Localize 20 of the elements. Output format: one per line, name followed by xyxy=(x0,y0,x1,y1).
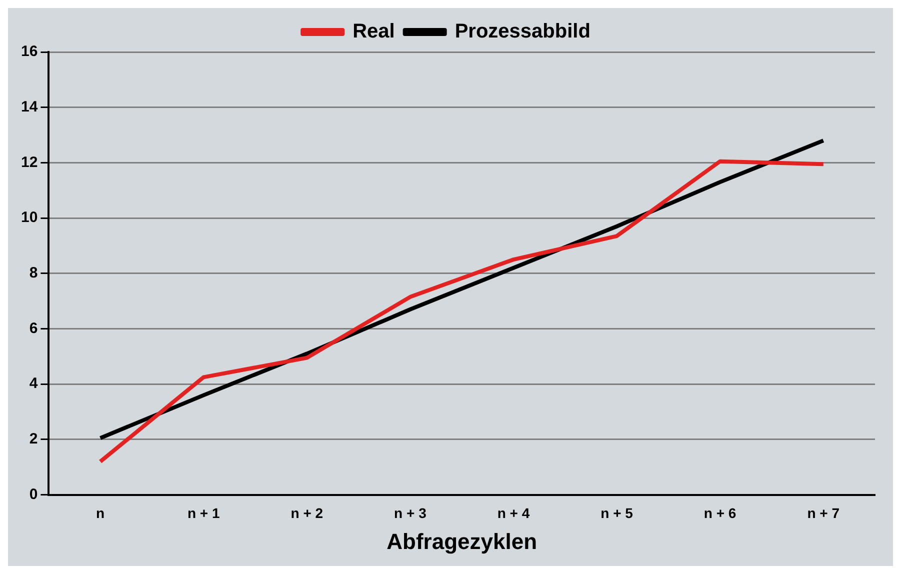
x-axis-title: Abfragezyklen xyxy=(386,528,538,554)
legend-label: Real xyxy=(352,20,395,43)
y-tick-label: 10 xyxy=(20,209,38,226)
y-tick-label: 16 xyxy=(20,43,38,60)
x-tick-label: n + 6 xyxy=(704,505,736,522)
x-tick-label: n + 1 xyxy=(187,505,220,522)
y-tick-label: 12 xyxy=(20,154,38,171)
x-tick-label: n + 4 xyxy=(497,505,530,522)
legend-label: Prozessabbild xyxy=(454,20,590,43)
y-tick-label: 4 xyxy=(29,375,38,392)
y-tick-label: 14 xyxy=(20,98,38,116)
x-tick-label: n + 5 xyxy=(600,505,634,522)
x-tick-label: n xyxy=(96,505,105,522)
y-tick-label: 2 xyxy=(29,430,38,448)
y-tick-label: 6 xyxy=(29,320,38,337)
y-tick-label: 0 xyxy=(29,486,38,503)
y-tick-label: 8 xyxy=(29,264,38,282)
x-tick-label: n + 3 xyxy=(394,505,427,522)
x-tick-label: n + 2 xyxy=(290,505,324,522)
x-tick-label: n + 7 xyxy=(807,505,840,522)
